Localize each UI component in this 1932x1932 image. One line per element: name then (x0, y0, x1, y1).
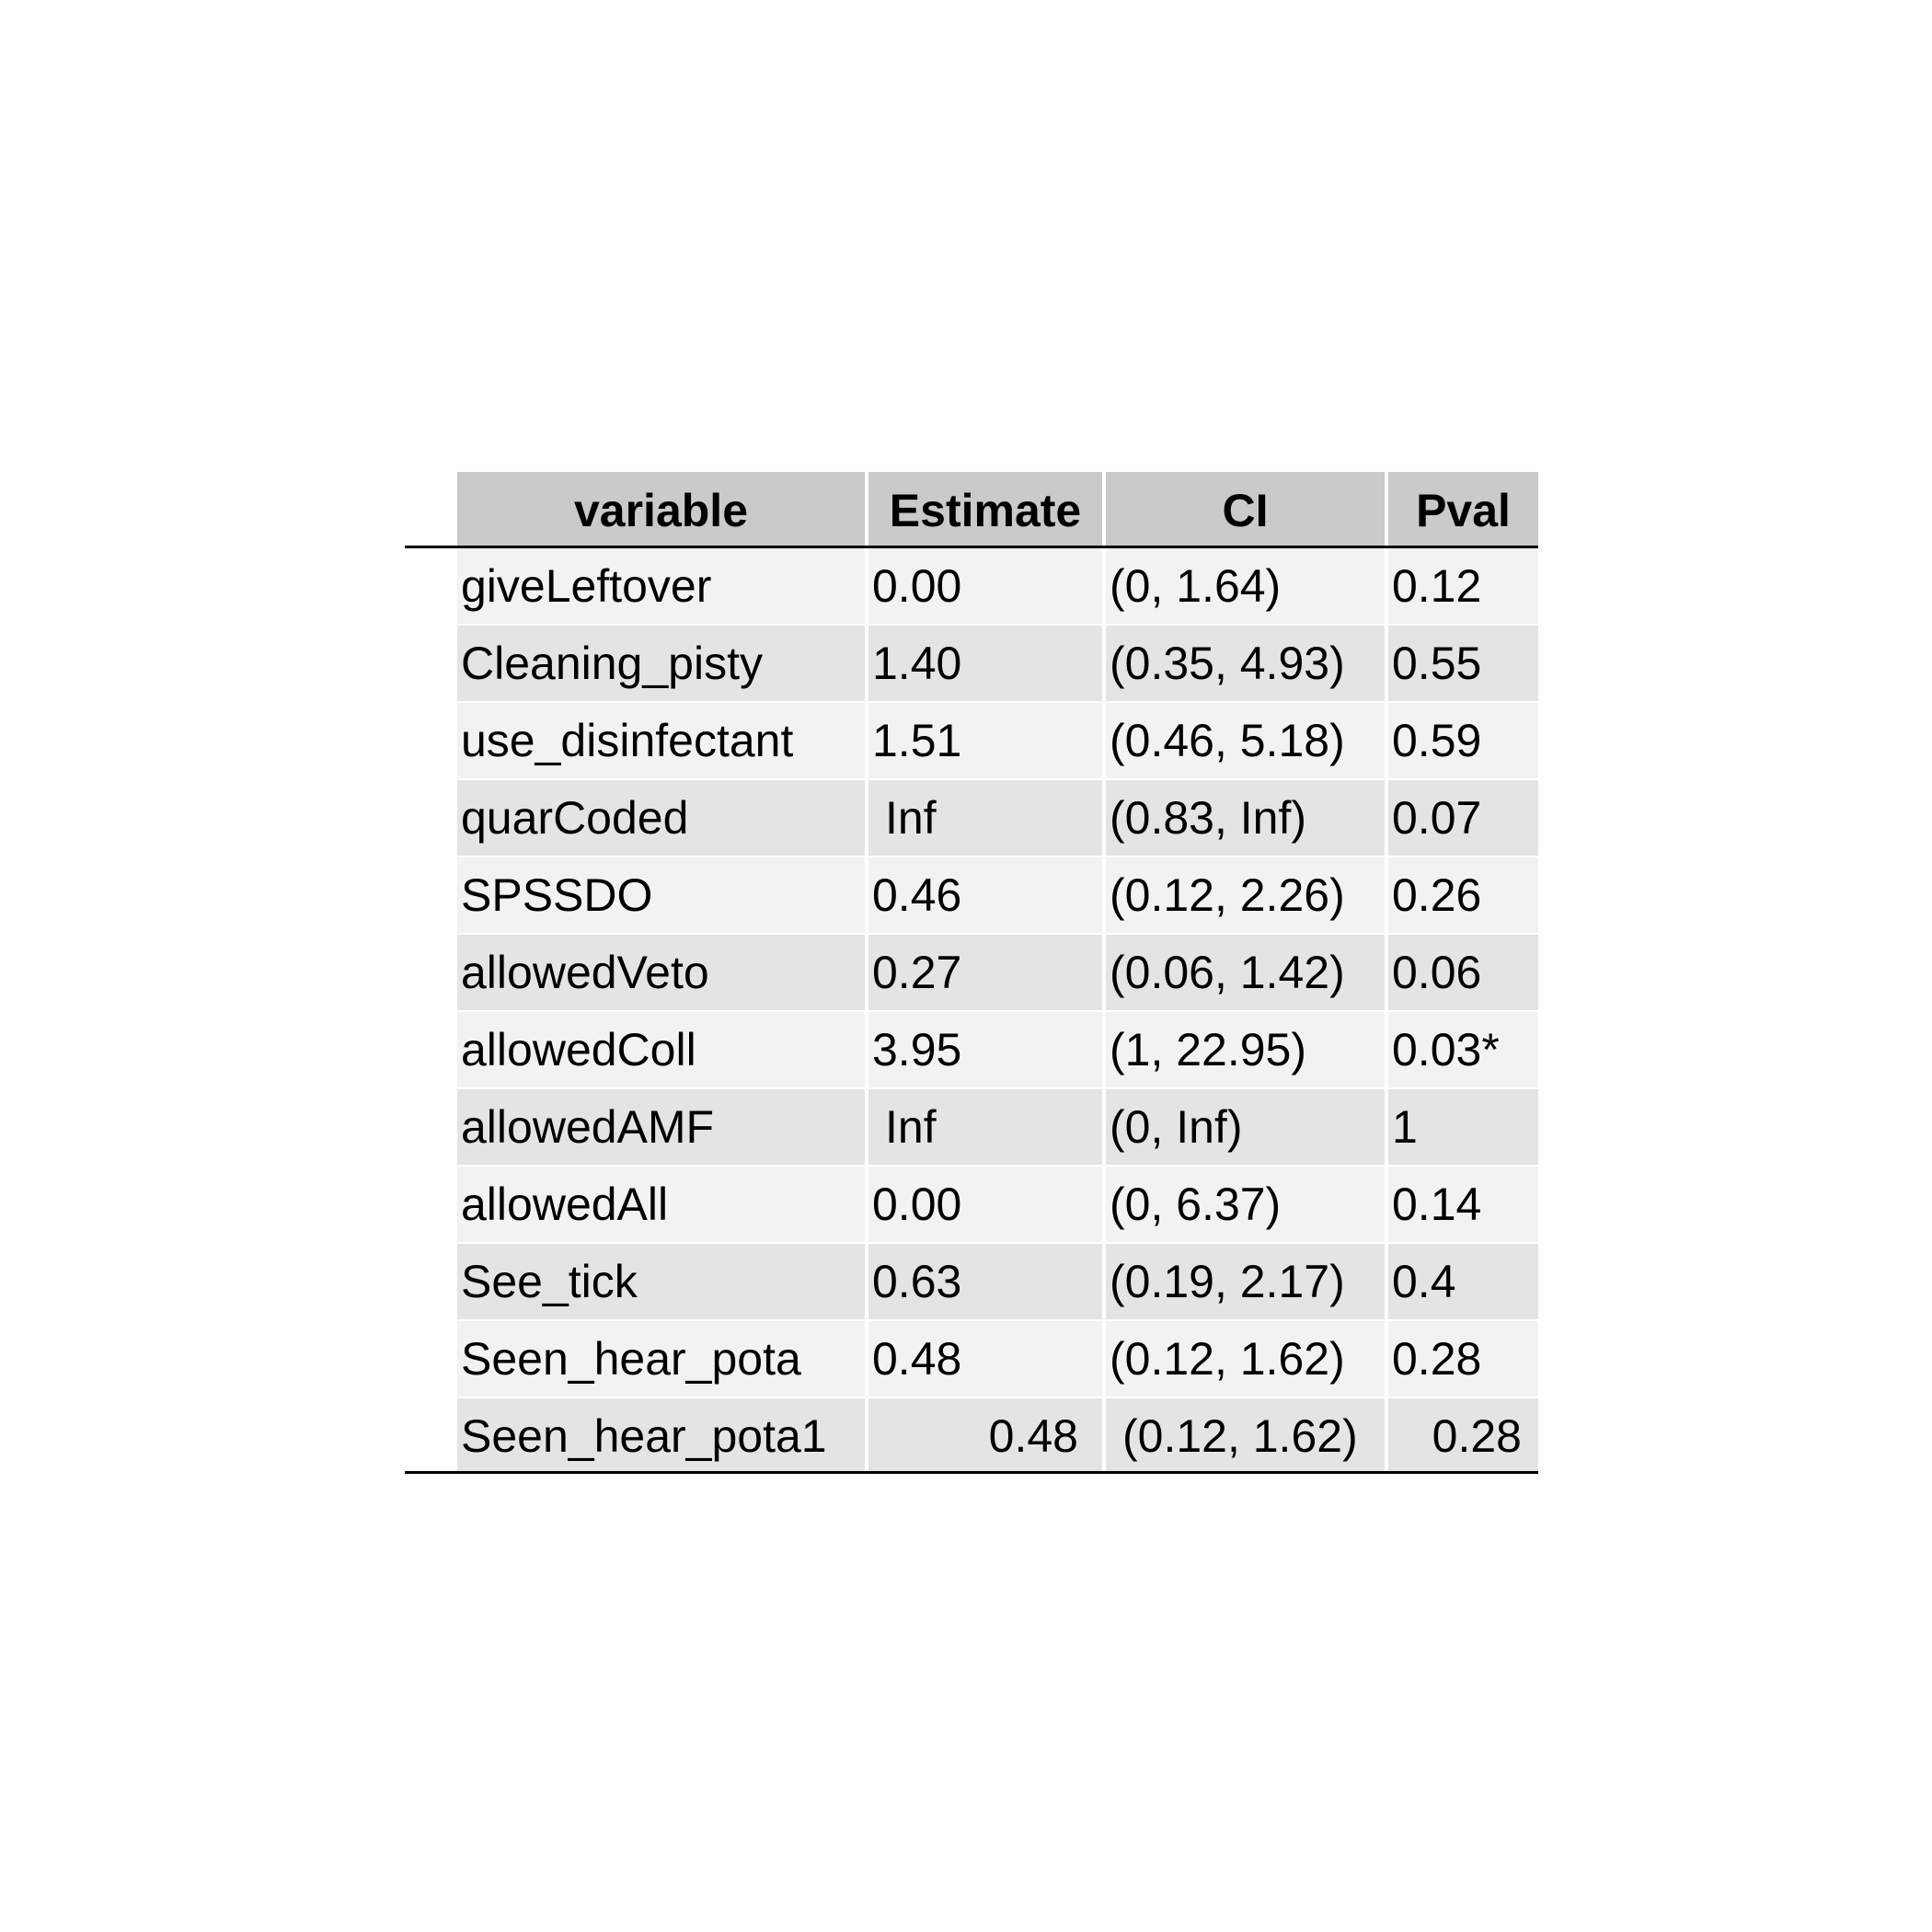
column-header-estimate: Estimate (868, 472, 1102, 546)
cell-variable: SPSSDO (457, 857, 865, 933)
cell-ci: (0.83, Inf) (1106, 780, 1385, 856)
cell-pval: 0.12 (1388, 548, 1538, 624)
cell-ci: (0, 1.64) (1106, 548, 1385, 624)
cell-ci: (0.46, 5.18) (1106, 703, 1385, 778)
cell-estimate: 0.63 (868, 1244, 1102, 1319)
cell-variable: giveLeftover (457, 548, 865, 624)
cell-estimate: 0.48 (868, 1321, 1102, 1397)
cell-ci: (0.12, 2.26) (1106, 857, 1385, 933)
cell-pval: 0.28 (1388, 1398, 1538, 1474)
cell-variable: allowedAll (457, 1167, 865, 1242)
cell-ci: (0.12, 1.62) (1106, 1321, 1385, 1397)
cell-variable: allowedAMF (457, 1089, 865, 1165)
column-header-ci: CI (1106, 472, 1385, 546)
cell-estimate: 0.48 (868, 1398, 1102, 1474)
cell-variable: See_tick (457, 1244, 865, 1319)
cell-estimate: Inf (868, 780, 1102, 856)
cell-estimate: 0.00 (868, 1167, 1102, 1242)
cell-pval: 0.55 (1388, 626, 1538, 701)
cell-estimate: 0.46 (868, 857, 1102, 933)
cell-variable: allowedColl (457, 1012, 865, 1087)
cell-variable: Seen_hear_pota (457, 1321, 865, 1397)
cell-ci: (0.06, 1.42) (1106, 935, 1385, 1010)
cell-ci: (0.35, 4.93) (1106, 626, 1385, 701)
cell-estimate: Inf (868, 1089, 1102, 1165)
cell-variable: Cleaning_pisty (457, 626, 865, 701)
cell-ci: (0, 6.37) (1106, 1167, 1385, 1242)
bottom-rule (405, 1471, 1538, 1474)
cell-variable: use_disinfectant (457, 703, 865, 778)
cell-variable: Seen_hear_pota1 (457, 1398, 865, 1474)
cell-pval: 0.4 (1388, 1244, 1538, 1319)
column-header-variable: variable (457, 472, 865, 546)
cell-pval: 0.26 (1388, 857, 1538, 933)
cell-estimate: 1.40 (868, 626, 1102, 701)
cell-ci: (0.12, 1.62) (1106, 1398, 1385, 1474)
cell-pval: 0.59 (1388, 703, 1538, 778)
cell-pval: 0.07 (1388, 780, 1538, 856)
cell-pval: 0.14 (1388, 1167, 1538, 1242)
cell-pval: 0.28 (1388, 1321, 1538, 1397)
cell-ci: (0.19, 2.17) (1106, 1244, 1385, 1319)
cell-ci: (1, 22.95) (1106, 1012, 1385, 1087)
cell-pval: 1 (1388, 1089, 1538, 1165)
cell-ci: (0, Inf) (1106, 1089, 1385, 1165)
cell-estimate: 1.51 (868, 703, 1102, 778)
header-rule (405, 546, 1538, 548)
column-header-pval: Pval (1388, 472, 1538, 546)
cell-estimate: 0.00 (868, 548, 1102, 624)
cell-pval: 0.03* (1388, 1012, 1538, 1087)
cell-variable: quarCoded (457, 780, 865, 856)
cell-estimate: 3.95 (868, 1012, 1102, 1087)
cell-variable: allowedVeto (457, 935, 865, 1010)
cell-pval: 0.06 (1388, 935, 1538, 1010)
cell-estimate: 0.27 (868, 935, 1102, 1010)
